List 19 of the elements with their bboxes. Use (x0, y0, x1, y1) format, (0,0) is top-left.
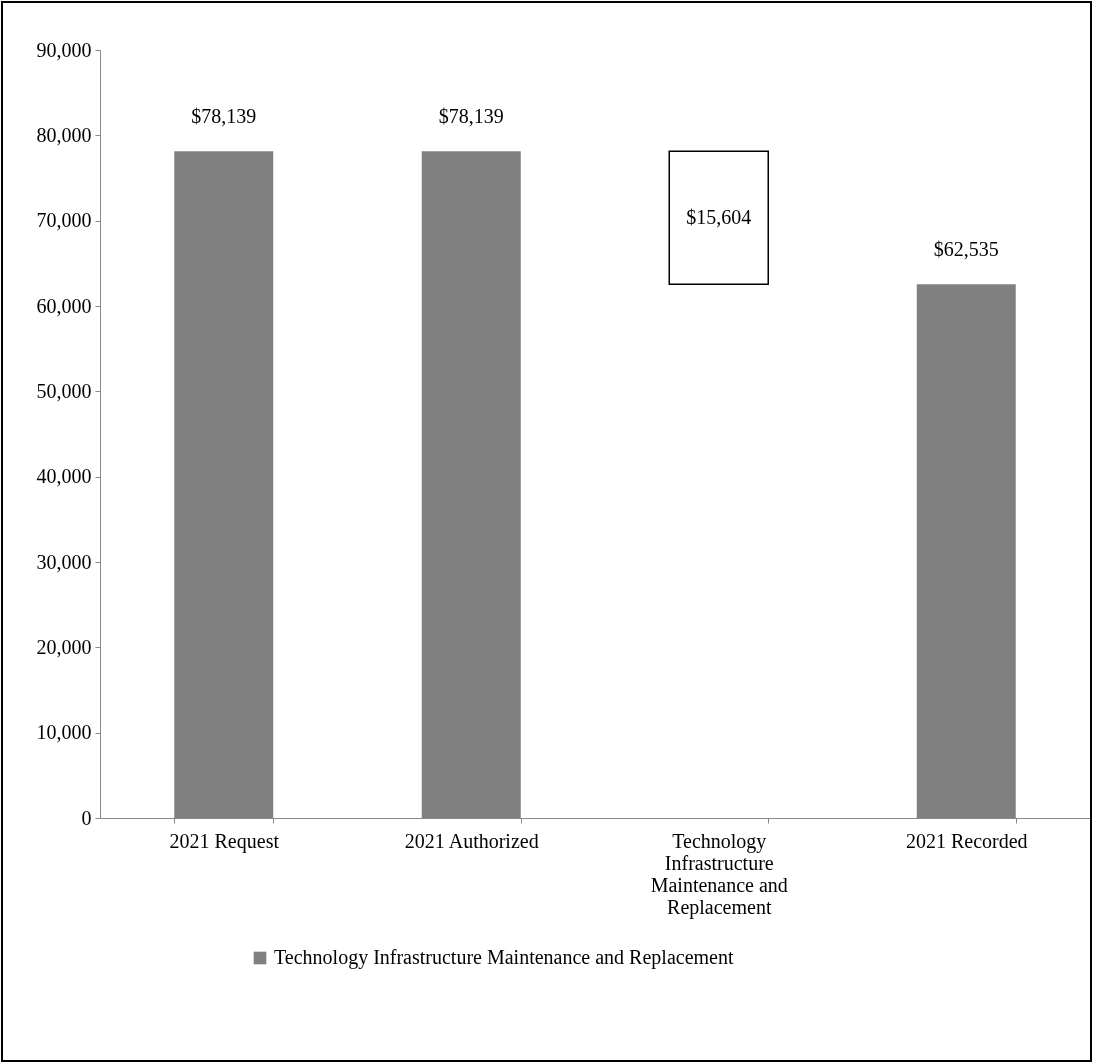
data-label: $78,139 (438, 105, 504, 128)
y-tick-label: 90,000 (36, 38, 92, 61)
y-tick-label: 70,000 (36, 209, 92, 232)
x-tick-label: Technology Infrastructure Maintenance and Replacement (650, 829, 788, 919)
y-tick-label: 60,000 (36, 294, 92, 317)
data-label: $15,604 (686, 205, 752, 228)
y-tick-label: 40,000 (36, 465, 92, 488)
y-tick-label: 80,000 (36, 123, 92, 146)
y-tick-label: 20,000 (36, 635, 92, 658)
y-tick-label: 30,000 (36, 550, 92, 573)
x-tick-label: 2021 Authorized (404, 829, 539, 852)
y-tick-label: 50,000 (36, 379, 92, 402)
data-label: $62,535 (933, 238, 999, 261)
x-tick-label: 2021 Request (169, 829, 280, 853)
y-tick-label: 10,000 (36, 721, 92, 744)
legend-label: Technology Infrastructure Maintenance and Replacement (274, 946, 734, 969)
data-label: $78,139 (191, 105, 257, 128)
x-tick-label: 2021 Recorded (905, 829, 1028, 852)
y-tick-label: 0 (81, 806, 92, 829)
